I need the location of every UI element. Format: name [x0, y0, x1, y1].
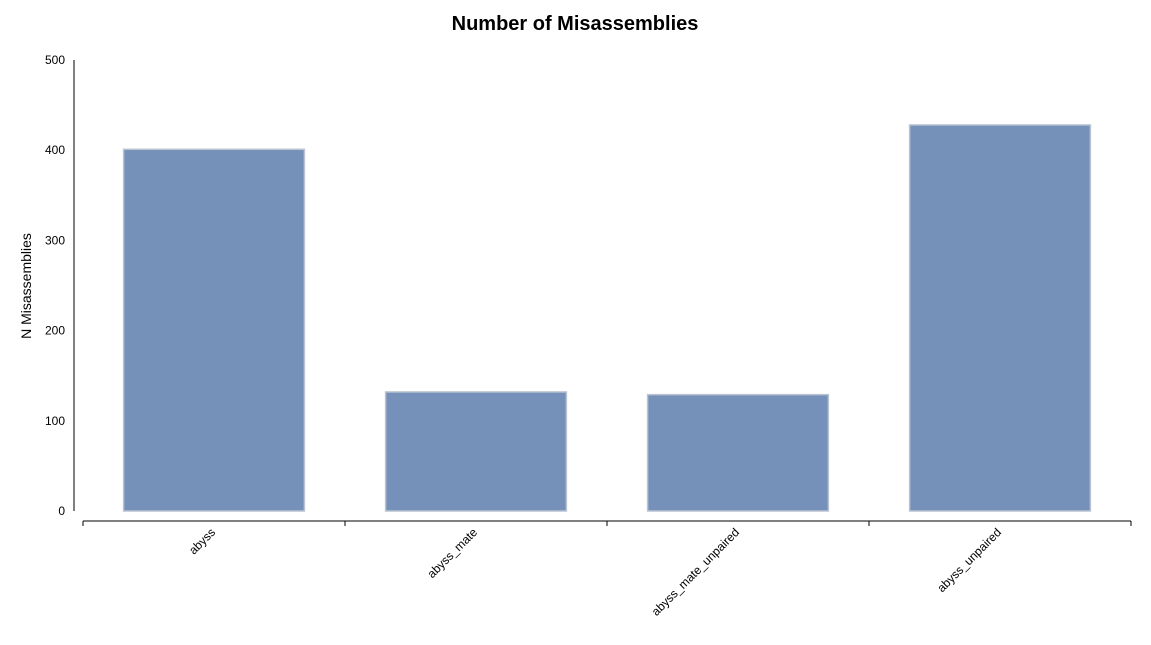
- bar-abyss-mate-unpaired: [646, 393, 830, 512]
- y-tick-label: 0: [58, 504, 65, 518]
- y-tick-label: 400: [45, 143, 65, 157]
- x-tick-label: abyss_mate_unpaired: [649, 525, 742, 618]
- y-tick-label: 100: [45, 414, 65, 428]
- bar-abyss: [122, 148, 306, 512]
- x-tick-label: abyss_mate: [424, 525, 480, 581]
- bar-abyss-mate: [384, 391, 568, 512]
- y-axis: 0 100 200 300 400 500: [45, 53, 75, 518]
- x-tick-label: abyss_unpaired: [934, 525, 1004, 595]
- x-tick-label: abyss: [186, 525, 218, 557]
- y-tick-label: 300: [45, 233, 65, 247]
- y-tick-label: 200: [45, 324, 65, 338]
- bars: [122, 124, 1092, 512]
- y-tick-label: 500: [45, 53, 65, 67]
- bar-abyss-unpaired: [908, 124, 1092, 512]
- x-axis: abyss abyss_mate abyss_mate_unpaired abyss_…: [82, 520, 1132, 619]
- y-axis-label: N Misassemblies: [18, 233, 34, 339]
- chart-title: Number of Misassemblies: [452, 13, 699, 35]
